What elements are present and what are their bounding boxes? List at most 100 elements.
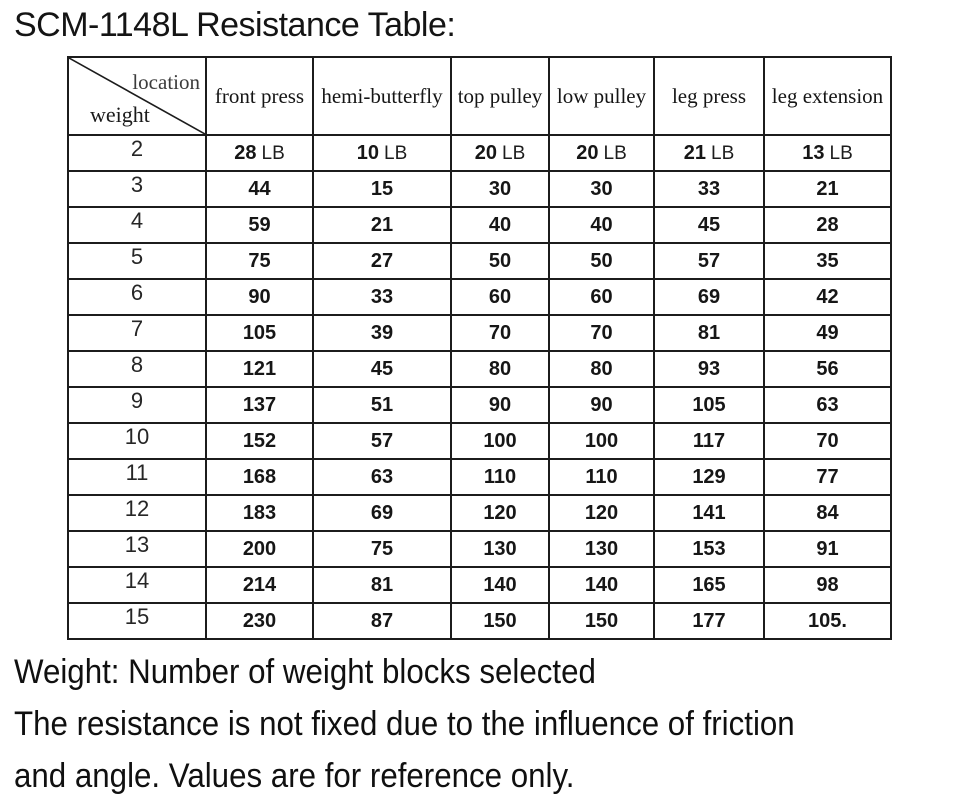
- value-number: 105: [692, 393, 726, 416]
- value-number: 28: [234, 141, 257, 164]
- resistance-value-cell: 150: [548, 602, 655, 640]
- resistance-value-cell: 28: [763, 206, 892, 244]
- unit-label: LB: [829, 142, 853, 164]
- resistance-value-cell: 87: [312, 602, 452, 640]
- resistance-value-cell: 130: [548, 530, 655, 568]
- value-number: 50: [488, 249, 512, 272]
- resistance-value-cell: 60: [548, 278, 655, 316]
- resistance-value-cell: 90: [548, 386, 655, 424]
- value-number: 177: [692, 609, 726, 632]
- value-number: 45: [697, 213, 721, 236]
- value-number: 200: [242, 537, 277, 560]
- resistance-value-cell: 105: [205, 314, 314, 352]
- notes-block: Weight: Number of weight blocks selected…: [14, 646, 863, 802]
- value-number: 81: [370, 573, 394, 596]
- resistance-value-cell: 105: [653, 386, 765, 424]
- value-number: 69: [697, 285, 721, 308]
- value-number: 60: [488, 285, 512, 308]
- resistance-value-cell: 200: [205, 530, 314, 568]
- table-row: 2 28 LB 10 LB 20 LB 20 LB 21 LB 13 LB: [67, 134, 892, 172]
- resistance-value-cell: 39: [312, 314, 452, 352]
- resistance-value-cell: 81: [653, 314, 765, 352]
- weight-value: 9: [67, 386, 207, 424]
- value-number: 80: [590, 357, 613, 380]
- resistance-value-cell: 75: [205, 242, 314, 280]
- resistance-value-cell: 91: [763, 530, 892, 568]
- resistance-value-cell: 90: [450, 386, 550, 424]
- resistance-value-cell: 230: [205, 602, 314, 640]
- resistance-value-cell: 165: [653, 566, 765, 604]
- corner-cell: location weight: [67, 56, 207, 136]
- resistance-value-cell: 40: [548, 206, 655, 244]
- resistance-value-cell: 30: [548, 170, 655, 208]
- column-header-hemi-butterfly: hemi-butterfly: [312, 56, 452, 136]
- value-number: 130: [483, 537, 517, 560]
- value-number: 140: [584, 573, 619, 596]
- resistance-table: location weight front press hemi-butterfl…: [67, 56, 892, 640]
- diagonal-divider-line: [69, 58, 205, 134]
- value-number: 91: [816, 537, 839, 560]
- value-number: 230: [242, 609, 277, 632]
- value-number: 39: [370, 321, 394, 344]
- column-header-top-pulley: top pulley: [450, 56, 550, 136]
- unit-label: LB: [711, 142, 735, 164]
- table-row: 13 200 75 130 130 153 91: [67, 530, 892, 568]
- value-number: 140: [483, 573, 517, 596]
- value-number: 152: [242, 429, 277, 452]
- value-number: 27: [370, 249, 394, 272]
- resistance-value-cell: 63: [763, 386, 892, 424]
- value-number: 21: [370, 213, 394, 236]
- resistance-value-cell: 63: [312, 458, 452, 496]
- value-number: 183: [242, 501, 277, 524]
- column-header-low-pulley: low pulley: [548, 56, 655, 136]
- resistance-value-cell: 80: [450, 350, 550, 388]
- value-number: 150: [584, 609, 619, 632]
- value-number: 98: [816, 573, 839, 596]
- weight-value: 6: [67, 278, 207, 316]
- value-number: 70: [488, 321, 512, 344]
- resistance-value-cell: 70: [763, 422, 892, 460]
- value-number: 10: [356, 141, 379, 164]
- resistance-value-cell: 20 LB: [450, 134, 550, 172]
- resistance-value-cell: 140: [548, 566, 655, 604]
- weight-value: 2: [67, 134, 207, 172]
- value-number: 50: [590, 249, 613, 272]
- unit-label: LB: [502, 142, 526, 164]
- resistance-value-cell: 105.: [763, 602, 892, 640]
- value-number: 84: [816, 501, 839, 524]
- resistance-value-cell: 77: [763, 458, 892, 496]
- resistance-value-cell: 183: [205, 494, 314, 532]
- note-disclaimer-line1: The resistance is not fixed due to the i…: [14, 705, 795, 743]
- value-number: 75: [248, 249, 271, 272]
- value-number: 120: [584, 501, 619, 524]
- weight-value: 11: [67, 458, 207, 496]
- value-number: 168: [242, 465, 277, 488]
- table-row: 4 59 21 40 40 45 28: [67, 206, 892, 244]
- weight-value: 8: [67, 350, 207, 388]
- value-number: 59: [248, 213, 271, 236]
- resistance-value-cell: 45: [653, 206, 765, 244]
- resistance-value-cell: 45: [312, 350, 452, 388]
- resistance-value-cell: 51: [312, 386, 452, 424]
- value-number: 130: [584, 537, 619, 560]
- value-number: 44: [248, 177, 271, 200]
- value-number: 60: [590, 285, 613, 308]
- resistance-value-cell: 33: [653, 170, 765, 208]
- column-header-leg-press: leg press: [653, 56, 765, 136]
- value-number: 13: [802, 141, 825, 164]
- table-row: 10 152 57 100 100 117 70: [67, 422, 892, 460]
- value-number: 70: [816, 429, 839, 452]
- value-number: 63: [816, 393, 839, 416]
- table-row: 15 230 87 150 150 177 105.: [67, 602, 892, 640]
- value-number: 69: [370, 501, 394, 524]
- resistance-value-cell: 120: [450, 494, 550, 532]
- resistance-value-cell: 15: [312, 170, 452, 208]
- weight-value: 13: [67, 530, 207, 568]
- resistance-value-cell: 153: [653, 530, 765, 568]
- value-number: 153: [692, 537, 726, 560]
- resistance-value-cell: 21 LB: [653, 134, 765, 172]
- resistance-value-cell: 20 LB: [548, 134, 655, 172]
- value-number: 30: [488, 177, 512, 200]
- value-number: 70: [590, 321, 613, 344]
